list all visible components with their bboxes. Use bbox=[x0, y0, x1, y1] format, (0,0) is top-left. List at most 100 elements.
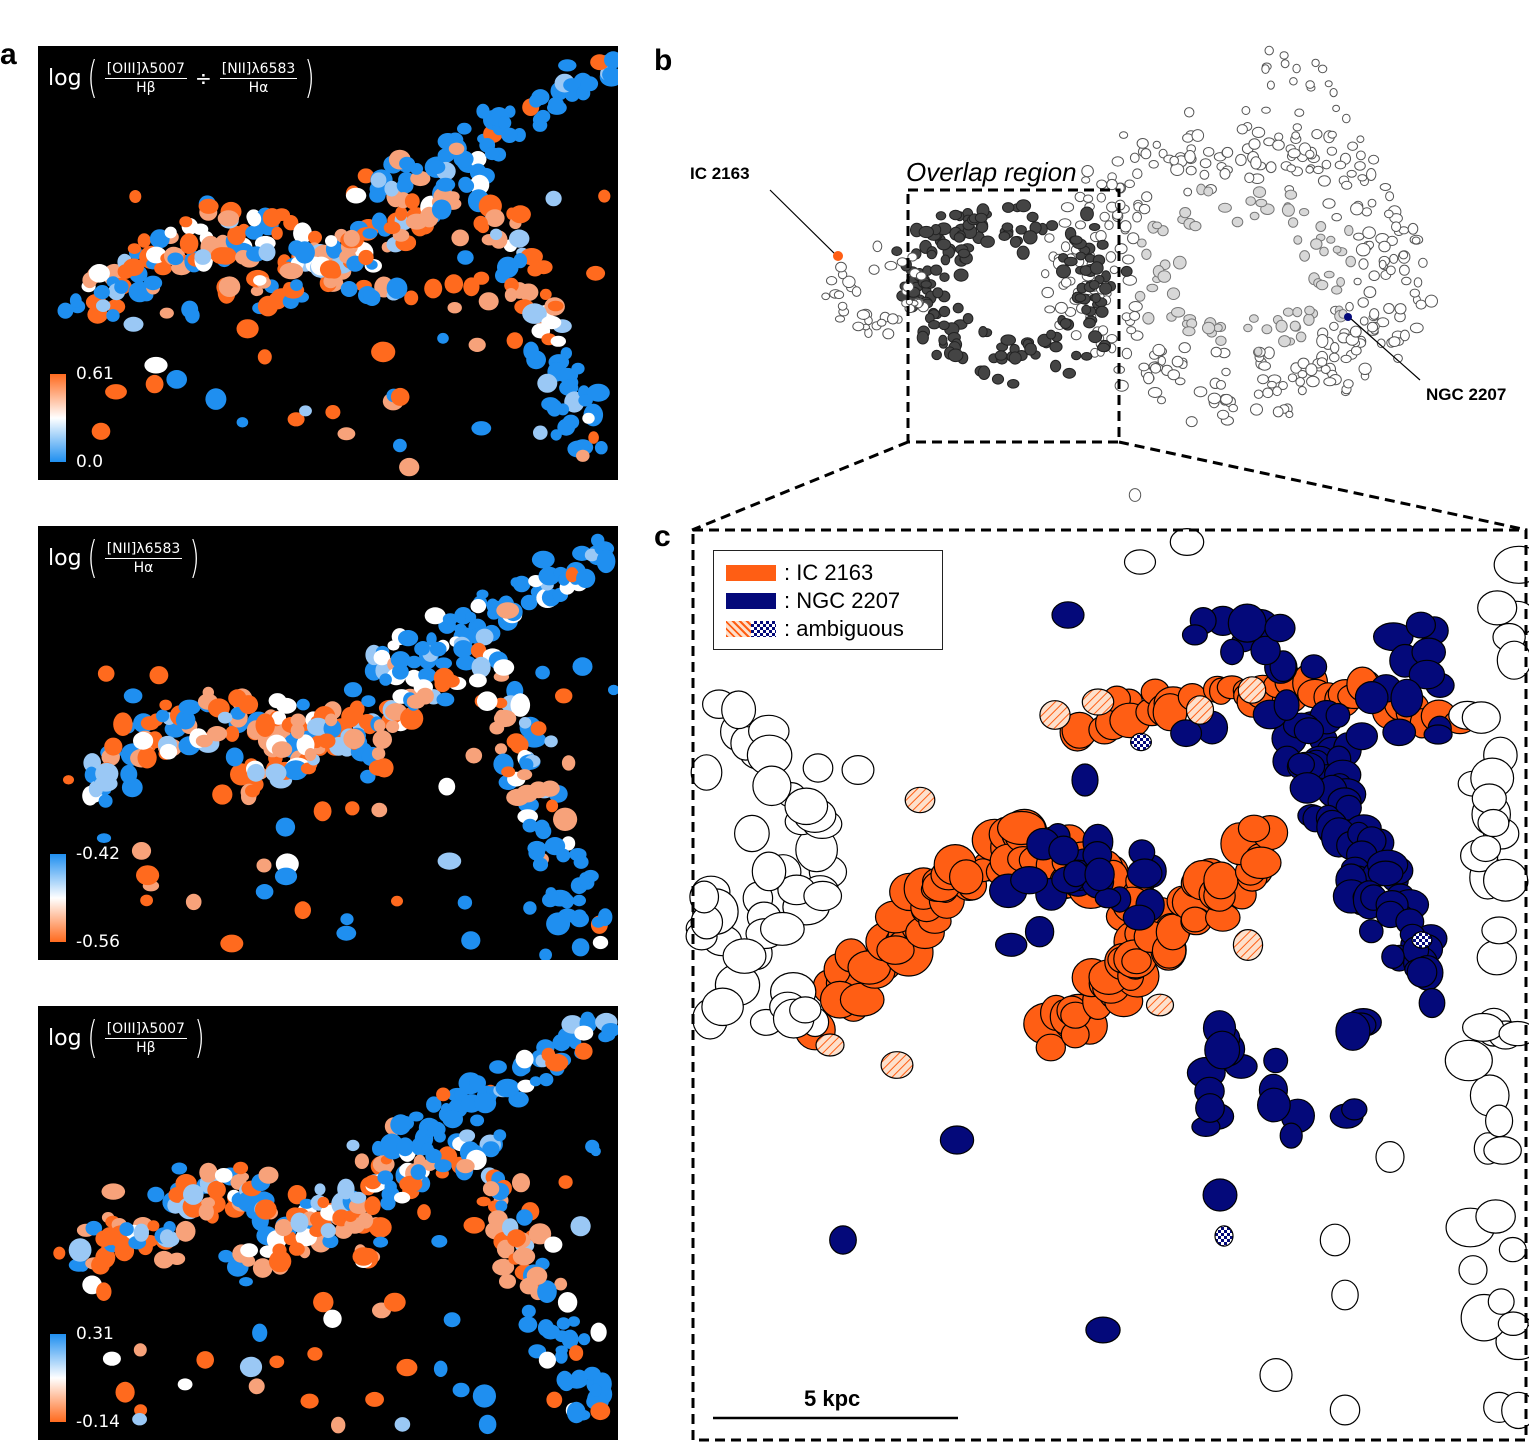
hii-region bbox=[63, 775, 74, 785]
hii-region bbox=[448, 142, 465, 155]
hii-region bbox=[470, 1114, 485, 1127]
galaxy-region bbox=[1132, 211, 1142, 223]
galaxy-region bbox=[1001, 222, 1014, 232]
hii-region bbox=[325, 713, 338, 727]
galaxy-region bbox=[1173, 255, 1187, 270]
galaxy-region bbox=[938, 305, 951, 318]
hii-region bbox=[143, 275, 163, 291]
region-cell bbox=[752, 765, 792, 807]
hii-region bbox=[386, 277, 408, 299]
hii-region bbox=[553, 807, 578, 831]
hii-region bbox=[556, 1317, 571, 1330]
galaxy-region bbox=[918, 225, 934, 239]
hii-region bbox=[461, 931, 481, 950]
galaxy-region bbox=[936, 238, 951, 251]
hii-region bbox=[590, 1383, 602, 1397]
hii-region bbox=[482, 1141, 500, 1158]
galaxy-region bbox=[1313, 165, 1324, 175]
hii-region bbox=[340, 913, 354, 926]
galaxy-region bbox=[1143, 371, 1155, 385]
galaxy-region bbox=[1236, 124, 1248, 135]
hii-region bbox=[459, 1129, 476, 1143]
galaxy-region bbox=[920, 280, 932, 289]
hii-region bbox=[391, 895, 403, 907]
region-cell bbox=[1129, 732, 1152, 752]
log-text: log bbox=[48, 65, 82, 91]
galaxy-region bbox=[1171, 355, 1184, 368]
hii-region bbox=[512, 1173, 530, 1193]
hii-region bbox=[236, 319, 259, 339]
hii-region bbox=[580, 77, 595, 92]
galaxy-region bbox=[1095, 230, 1107, 242]
hii-region bbox=[478, 1414, 497, 1435]
map-formula: log ( [NII]λ6583 Hα ) bbox=[48, 532, 201, 583]
galaxy-region bbox=[1289, 77, 1298, 86]
galaxy-region bbox=[1166, 287, 1181, 301]
region-cell bbox=[1287, 752, 1316, 777]
formula-denominator: Hβ bbox=[136, 1039, 156, 1056]
galaxy-region bbox=[851, 286, 862, 297]
galaxy-region bbox=[1136, 238, 1147, 248]
hii-region bbox=[91, 422, 111, 440]
region-cell bbox=[1461, 701, 1501, 734]
hii-region bbox=[179, 216, 193, 228]
galaxy-region bbox=[1136, 138, 1149, 149]
hii-region bbox=[133, 731, 154, 750]
galaxy-region bbox=[1097, 342, 1111, 353]
hii-region bbox=[88, 264, 110, 283]
galaxy-region bbox=[974, 212, 988, 223]
region-cell bbox=[939, 1125, 975, 1155]
galaxy-region bbox=[1049, 341, 1063, 353]
galaxy-region bbox=[1141, 191, 1153, 203]
galaxy-region bbox=[1353, 277, 1362, 286]
galaxy-region bbox=[1104, 220, 1114, 231]
galaxy-region bbox=[1317, 64, 1328, 74]
hii-region bbox=[418, 667, 437, 683]
hii-region bbox=[371, 802, 388, 818]
colorbar-min-label: -0.56 bbox=[76, 932, 120, 952]
galaxy-region bbox=[1261, 64, 1270, 74]
hii-region bbox=[566, 1401, 586, 1424]
galaxy-region bbox=[1315, 279, 1329, 291]
hii-region bbox=[492, 1258, 515, 1276]
galaxy-region bbox=[1367, 198, 1377, 208]
hii-region bbox=[520, 594, 538, 611]
galaxy-region bbox=[1044, 305, 1056, 314]
hii-region bbox=[102, 1351, 121, 1366]
hii-region bbox=[504, 277, 519, 293]
region-cell bbox=[1458, 1255, 1488, 1285]
hii-region bbox=[526, 1266, 548, 1285]
hii-region bbox=[545, 1053, 569, 1072]
hii-region bbox=[373, 649, 391, 666]
zoom-panel-frame bbox=[691, 528, 1528, 1442]
galaxy-region bbox=[1220, 393, 1233, 405]
hii-region bbox=[113, 712, 133, 736]
galaxy-region bbox=[1138, 203, 1151, 215]
region-cell bbox=[1341, 1098, 1368, 1121]
galaxy-region bbox=[1317, 175, 1331, 187]
hii-region bbox=[539, 948, 552, 960]
hii-region bbox=[594, 441, 608, 455]
galaxy-region bbox=[1344, 225, 1354, 236]
galaxy-region bbox=[1119, 131, 1129, 139]
region-cell bbox=[1498, 1236, 1527, 1263]
hii-region bbox=[544, 1236, 563, 1253]
region-cell bbox=[734, 814, 770, 853]
hii-region bbox=[373, 719, 386, 733]
hii-region bbox=[576, 449, 590, 462]
hii-region bbox=[215, 247, 237, 265]
hii-region bbox=[425, 1148, 442, 1164]
galaxy-region bbox=[1327, 130, 1337, 139]
galaxy-region bbox=[1332, 245, 1342, 254]
region-cell bbox=[880, 1051, 914, 1079]
hii-region bbox=[563, 78, 581, 92]
hii-region bbox=[528, 781, 549, 799]
hii-region bbox=[470, 599, 487, 614]
galaxy-region bbox=[1080, 206, 1094, 222]
hii-region bbox=[373, 1236, 389, 1248]
hii-region bbox=[476, 1196, 491, 1207]
region-cell bbox=[1470, 835, 1502, 863]
galaxy-region bbox=[1071, 350, 1082, 361]
hii-region bbox=[217, 210, 240, 227]
hii-region bbox=[561, 1329, 579, 1349]
